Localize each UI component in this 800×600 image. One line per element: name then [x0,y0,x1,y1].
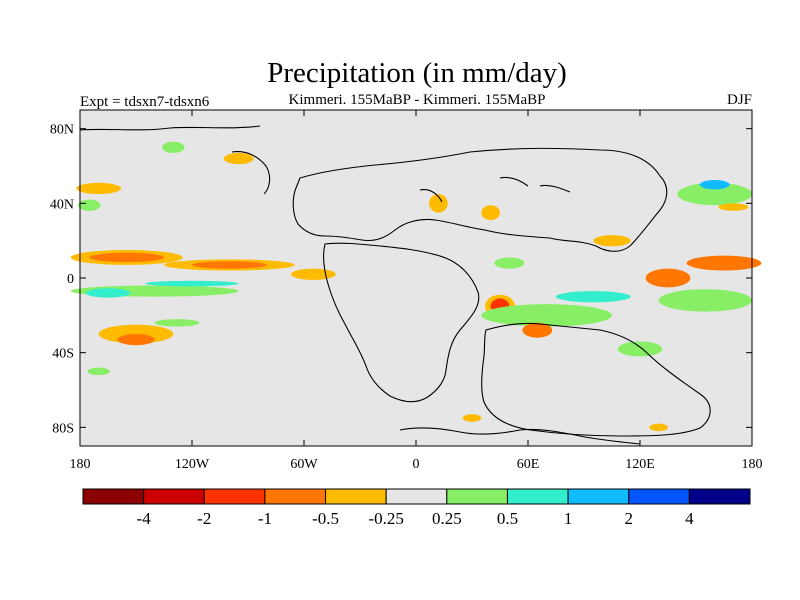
colorbar-box-3 [264,488,327,505]
anomaly-region-13 [87,367,110,376]
colorbar-box-0 [82,488,145,505]
colorbar-box-1 [143,488,205,505]
y-tick-label-1: 40N [50,197,74,212]
y-tick-label-0: 80N [50,123,74,138]
anomaly-region-0 [76,182,122,194]
anomaly-region-14 [162,141,185,153]
anomaly-region-6 [290,268,336,280]
anomaly-region-27 [658,289,752,312]
x-tick-label-6: 180 [742,457,763,472]
anomaly-region-10 [98,324,174,344]
anomaly-region-20 [494,257,525,269]
anomaly-region-23 [522,322,553,338]
chart-title: Precipitation (in mm/day) [267,57,567,89]
colorbar-box-9 [628,488,690,505]
colorbar-box-4 [325,488,387,505]
anomaly-region-17 [481,205,500,221]
anomaly-region-9 [145,280,239,287]
colorbar-box-7 [506,488,569,505]
x-tick-label-1: 120W [175,457,210,472]
colorbar-label-5: 0.25 [432,509,462,528]
anomaly-region-1 [78,199,101,211]
coastline-gondwana [323,242,480,403]
anomaly-region-11 [117,334,155,346]
anomaly-region-30 [718,203,749,211]
anomaly-region-26 [686,255,762,271]
y-tick-label-4: 80S [52,421,74,436]
coastline-laurasia [292,147,668,252]
anomaly-region-8 [85,288,131,298]
y-tick-label-2: 0 [67,272,74,287]
colorbar-label-1: -2 [197,509,211,528]
coastline-antarctica [399,427,641,445]
coastline-arctic [79,125,261,131]
anomaly-region-21 [481,304,612,327]
y-tick-label-3: 40S [52,347,74,362]
colorbar-label-2: -1 [258,509,272,528]
anomaly-region-24 [593,235,631,247]
x-tick-label-2: 60W [290,457,318,472]
colorbar-label-6: 0.5 [497,509,518,528]
coastline-east-gondwana [481,322,711,437]
period-label: Kimmeri. 155MaBP - Kimmeri. 155MaBP [289,92,546,108]
anomaly-region-12 [154,319,200,327]
season-label: DJF [727,92,752,108]
x-tick-label-0: 180 [70,457,91,472]
coastline-pacific-islands [231,151,271,195]
anomaly-region-29 [699,180,730,190]
x-tick-label-4: 60E [517,457,540,472]
colorbar: -4 -2 -1 -0.5 -0.25 0.25 0.5 1 2 4 [82,488,751,528]
anomaly-region-32 [649,423,669,432]
coastlines [79,125,711,445]
colorbar-label-8: 2 [624,509,633,528]
experiment-label: Expt = tdsxn7-tdsxn6 [80,94,210,110]
x-axis: 180 120W 60W 0 60E 120E 180 [70,110,763,472]
colorbar-label-9: 4 [685,509,694,528]
anomaly-region-15 [223,152,254,165]
colorbar-box-10 [688,488,751,505]
anomaly-region-22 [556,291,631,303]
colorbar-label-7: 1 [564,509,573,528]
anomaly-region-28 [677,182,753,206]
anomaly-region-31 [617,341,663,357]
anomaly-region-33 [462,414,482,422]
colorbar-label-3: -0.5 [312,509,339,528]
colorbar-label-0: -4 [137,509,152,528]
colorbar-box-2 [203,488,266,505]
colorbar-label-4: -0.25 [368,509,403,528]
anomaly-region-5 [192,261,267,269]
x-tick-label-3: 0 [413,457,420,472]
colorbar-box-5 [385,488,448,505]
plot-area [70,109,762,447]
anomaly-region-25 [645,268,691,288]
colorbar-box-6 [446,488,508,505]
anomaly-region-3 [89,252,164,263]
colorbar-box-8 [567,488,630,505]
x-tick-label-5: 120E [625,457,655,472]
y-axis: 80N 40N 0 40S 80S [50,123,752,436]
plot-background [80,110,752,446]
coastline-tethys-islands [419,176,571,203]
anomaly-region-16 [429,194,448,213]
